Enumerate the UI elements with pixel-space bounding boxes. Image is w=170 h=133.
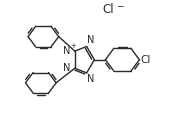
Text: Cl: Cl [140, 55, 151, 65]
Text: N: N [87, 35, 95, 45]
Text: Cl: Cl [102, 3, 114, 16]
Text: −: − [116, 1, 123, 10]
Text: N: N [87, 74, 95, 84]
Text: +: + [70, 43, 76, 49]
Text: N: N [63, 46, 71, 56]
Text: N: N [63, 63, 71, 73]
